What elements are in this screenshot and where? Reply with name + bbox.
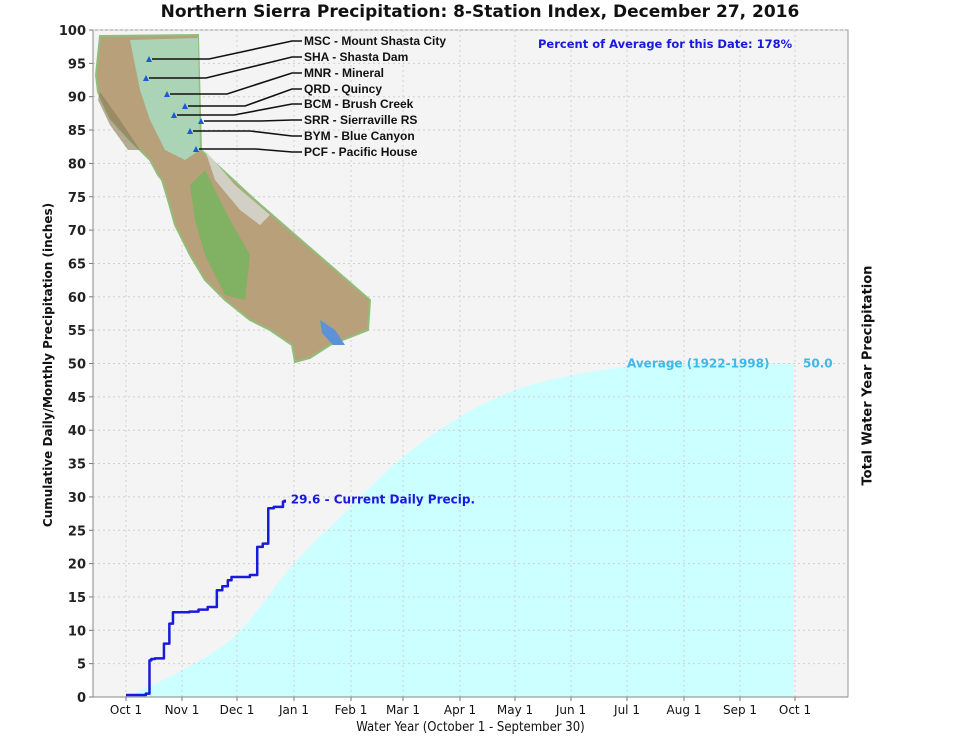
x-tick-label: May 1 bbox=[497, 703, 533, 717]
y-tick-label: 30 bbox=[68, 491, 86, 506]
station-marker-icon bbox=[198, 118, 204, 124]
x-tick-label: Nov 1 bbox=[165, 703, 200, 717]
y-tick-label: 95 bbox=[68, 57, 86, 72]
y-tick-label: 0 bbox=[77, 691, 86, 706]
y-tick-label: 60 bbox=[68, 291, 86, 306]
average-label: Average (1922-1998) bbox=[627, 357, 770, 371]
station-marker-icon bbox=[164, 91, 170, 97]
station-label-qrd: QRD - Quincy bbox=[304, 82, 382, 96]
x-tick-label: Feb 1 bbox=[335, 703, 368, 717]
station-label-sha: SHA - Shasta Dam bbox=[304, 50, 408, 64]
y-tick-label: 75 bbox=[68, 191, 86, 206]
station-marker-icon bbox=[187, 128, 193, 134]
station-leader-line bbox=[204, 119, 302, 122]
station-leader-line bbox=[152, 40, 302, 60]
y-tick-label: 25 bbox=[68, 524, 86, 539]
average-end-value: 50.0 bbox=[803, 357, 833, 371]
x-tick-label: Jul 1 bbox=[613, 703, 640, 717]
y-tick-label: 20 bbox=[68, 558, 86, 573]
station-leader-line bbox=[199, 148, 302, 153]
y-tick-label: 45 bbox=[68, 391, 86, 406]
x-tick-label: Apr 1 bbox=[444, 703, 476, 717]
y-tick-label: 90 bbox=[68, 91, 86, 106]
x-tick-label: Oct 1 bbox=[779, 703, 811, 717]
station-label-srr: SRR - Sierraville RS bbox=[304, 113, 417, 127]
x-tick-label: Jun 1 bbox=[555, 703, 586, 717]
station-label-bym: BYM - Blue Canyon bbox=[304, 129, 415, 143]
y-tick-label: 5 bbox=[77, 658, 86, 673]
y-axis-label: Cumulative Daily/Monthly Precipitation (… bbox=[41, 202, 55, 528]
y-tick-label: 65 bbox=[68, 257, 86, 272]
station-marker-icon bbox=[193, 146, 199, 152]
station-marker-icon bbox=[146, 56, 152, 62]
station-leader-line bbox=[149, 56, 302, 79]
y-tick-label: 35 bbox=[68, 458, 86, 473]
station-leader-line bbox=[170, 72, 302, 95]
station-label-pcf: PCF - Pacific House bbox=[304, 145, 418, 159]
station-label-mnr: MNR - Mineral bbox=[304, 66, 384, 80]
y-tick-label: 85 bbox=[68, 124, 86, 139]
current-precip-label: 29.6 - Current Daily Precip. bbox=[291, 493, 475, 507]
station-leader-line bbox=[188, 88, 302, 107]
y-axis-right-label: Total Water Year Precipitation bbox=[860, 265, 876, 486]
station-leader-line bbox=[193, 130, 302, 137]
y-tick-label: 50 bbox=[68, 358, 86, 373]
x-tick-label: Mar 1 bbox=[386, 703, 420, 717]
percent-of-average-label: Percent of Average for this Date: 178% bbox=[538, 37, 793, 51]
x-tick-label: Sep 1 bbox=[723, 703, 757, 717]
current-precip-line bbox=[126, 499, 287, 697]
x-tick-label: Dec 1 bbox=[220, 703, 255, 717]
y-tick-label: 80 bbox=[68, 157, 86, 172]
chart-title: Northern Sierra Precipitation: 8-Station… bbox=[160, 2, 800, 22]
x-tick-label: Oct 1 bbox=[110, 703, 142, 717]
y-tick-label: 40 bbox=[68, 424, 86, 439]
station-leader-line bbox=[177, 103, 302, 116]
station-label-bcm: BCM - Brush Creek bbox=[304, 97, 414, 111]
station-label-msc: MSC - Mount Shasta City bbox=[304, 34, 446, 48]
california-map bbox=[94, 33, 372, 364]
station-marker-icon bbox=[143, 75, 149, 81]
x-tick-label: Aug 1 bbox=[667, 703, 702, 717]
y-tick-label: 10 bbox=[68, 624, 86, 639]
x-tick-label: Jan 1 bbox=[278, 703, 309, 717]
station-marker-icon bbox=[182, 103, 188, 109]
y-tick-label: 15 bbox=[68, 591, 86, 606]
station-marker-icon bbox=[171, 112, 177, 118]
y-tick-label: 55 bbox=[68, 324, 86, 339]
x-axis-label: Water Year (October 1 - September 30) bbox=[356, 720, 585, 735]
y-tick-label: 70 bbox=[68, 224, 86, 239]
y-tick-label: 100 bbox=[59, 24, 86, 39]
